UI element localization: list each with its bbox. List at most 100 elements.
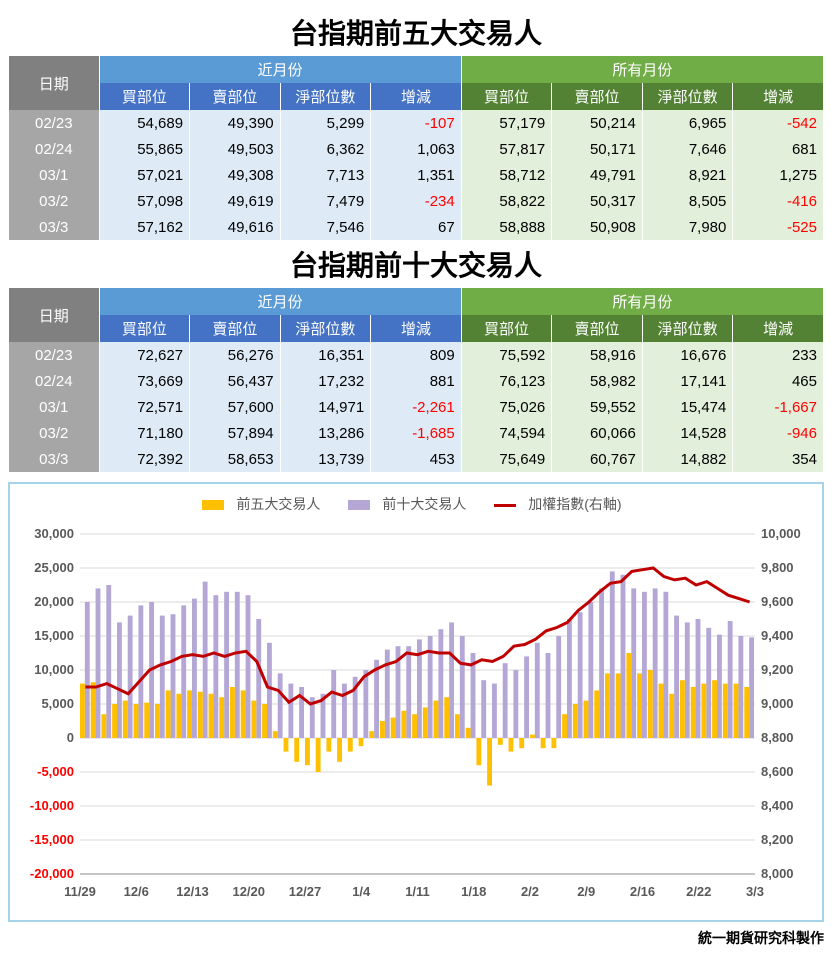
svg-text:8,000: 8,000 xyxy=(761,866,794,881)
cell: 75,592 xyxy=(461,342,552,368)
hdr-near: 近月份 xyxy=(99,56,461,83)
cell: 03/3 xyxy=(9,214,100,240)
cell: 681 xyxy=(733,136,824,162)
cell: 03/1 xyxy=(9,394,100,420)
cell: 8,921 xyxy=(642,162,733,188)
sub-sell: 賣部位 xyxy=(190,83,281,110)
svg-text:9,000: 9,000 xyxy=(761,696,794,711)
sub-net: 淨部位數 xyxy=(642,315,733,342)
cell: 6,362 xyxy=(280,136,371,162)
legend-s5: 前五大交易人 xyxy=(236,496,320,512)
cell: 14,971 xyxy=(280,394,371,420)
cell: 49,791 xyxy=(552,162,643,188)
cell: -542 xyxy=(733,110,824,136)
svg-text:-15,000: -15,000 xyxy=(30,832,74,847)
table-top5: 日期 近月份 所有月份 買部位 賣部位 淨部位數 增減 買部位 賣部位 淨部位數… xyxy=(8,56,824,240)
cell: 67 xyxy=(371,214,462,240)
cell: 73,669 xyxy=(99,368,190,394)
cell: 15,474 xyxy=(642,394,733,420)
cell: 17,232 xyxy=(280,368,371,394)
cell: 1,063 xyxy=(371,136,462,162)
sub-buy: 買部位 xyxy=(461,83,552,110)
cell: 75,026 xyxy=(461,394,552,420)
svg-text:9,600: 9,600 xyxy=(761,594,794,609)
svg-text:10,000: 10,000 xyxy=(34,662,74,677)
svg-text:10,000: 10,000 xyxy=(761,526,801,541)
title-top5: 台指期前五大交易人 xyxy=(8,12,824,52)
sub-buy: 買部位 xyxy=(99,83,190,110)
svg-text:-10,000: -10,000 xyxy=(30,798,74,813)
sub-net: 淨部位數 xyxy=(280,315,371,342)
cell: 50,171 xyxy=(552,136,643,162)
sub-chg: 增減 xyxy=(733,83,824,110)
cell: 02/23 xyxy=(9,342,100,368)
cell: 54,689 xyxy=(99,110,190,136)
cell: 1,351 xyxy=(371,162,462,188)
legend-s10: 前十大交易人 xyxy=(382,496,466,512)
cell: 57,817 xyxy=(461,136,552,162)
cell: 57,098 xyxy=(99,188,190,214)
svg-text:2/22: 2/22 xyxy=(686,884,711,899)
svg-text:1/11: 1/11 xyxy=(405,884,430,899)
svg-text:-5,000: -5,000 xyxy=(37,764,74,779)
sub-net: 淨部位數 xyxy=(642,83,733,110)
table-top10: 日期 近月份 所有月份 買部位 賣部位 淨部位數 增減 買部位 賣部位 淨部位數… xyxy=(8,288,824,472)
hdr-date: 日期 xyxy=(9,56,100,110)
cell: 809 xyxy=(371,342,462,368)
sub-net: 淨部位數 xyxy=(280,83,371,110)
table-row: 02/2455,86549,5036,3621,06357,81750,1717… xyxy=(9,136,824,162)
cell: 49,308 xyxy=(190,162,281,188)
svg-text:0: 0 xyxy=(67,730,74,745)
table-row: 03/271,18057,89413,286-1,68574,59460,066… xyxy=(9,420,824,446)
cell: 03/3 xyxy=(9,446,100,472)
cell: 49,619 xyxy=(190,188,281,214)
svg-text:2/2: 2/2 xyxy=(521,884,539,899)
svg-text:12/13: 12/13 xyxy=(176,884,209,899)
table-row: 03/257,09849,6197,479-23458,82250,3178,5… xyxy=(9,188,824,214)
cell: 59,552 xyxy=(552,394,643,420)
sub-chg: 增減 xyxy=(371,83,462,110)
cell: 58,888 xyxy=(461,214,552,240)
table-row: 02/2372,62756,27616,35180975,59258,91616… xyxy=(9,342,824,368)
sub-buy: 買部位 xyxy=(461,315,552,342)
hdr-near: 近月份 xyxy=(99,288,461,315)
table-row: 03/157,02149,3087,7131,35158,71249,7918,… xyxy=(9,162,824,188)
svg-text:12/27: 12/27 xyxy=(289,884,322,899)
table-row: 03/372,39258,65313,73945375,64960,76714,… xyxy=(9,446,824,472)
cell: 13,286 xyxy=(280,420,371,446)
cell: 58,822 xyxy=(461,188,552,214)
title-top10: 台指期前十大交易人 xyxy=(8,244,824,284)
legend-idx: 加權指數(右軸) xyxy=(528,496,621,512)
cell: 55,865 xyxy=(99,136,190,162)
svg-text:12/20: 12/20 xyxy=(232,884,265,899)
sub-sell: 賣部位 xyxy=(552,83,643,110)
cell: 354 xyxy=(733,446,824,472)
svg-text:9,400: 9,400 xyxy=(761,628,794,643)
cell: 72,392 xyxy=(99,446,190,472)
credit-text: 統一期貨研究科製作 xyxy=(8,928,824,948)
svg-text:8,600: 8,600 xyxy=(761,764,794,779)
cell: 71,180 xyxy=(99,420,190,446)
svg-text:5,000: 5,000 xyxy=(41,696,74,711)
cell: 02/24 xyxy=(9,368,100,394)
cell: 233 xyxy=(733,342,824,368)
cell: 58,916 xyxy=(552,342,643,368)
cell: -234 xyxy=(371,188,462,214)
cell: 453 xyxy=(371,446,462,472)
cell: 58,712 xyxy=(461,162,552,188)
cell: 14,882 xyxy=(642,446,733,472)
cell: -2,261 xyxy=(371,394,462,420)
cell: 57,021 xyxy=(99,162,190,188)
svg-text:30,000: 30,000 xyxy=(34,526,74,541)
svg-text:-20,000: -20,000 xyxy=(30,866,74,881)
cell: -107 xyxy=(371,110,462,136)
cell: 6,965 xyxy=(642,110,733,136)
cell: 13,739 xyxy=(280,446,371,472)
sub-chg: 增減 xyxy=(733,315,824,342)
cell: 57,162 xyxy=(99,214,190,240)
cell: -1,685 xyxy=(371,420,462,446)
cell: 7,546 xyxy=(280,214,371,240)
cell: 72,571 xyxy=(99,394,190,420)
cell: 03/2 xyxy=(9,420,100,446)
chart-svg: 30,00025,00020,00015,00010,0005,0000-5,0… xyxy=(20,524,810,904)
